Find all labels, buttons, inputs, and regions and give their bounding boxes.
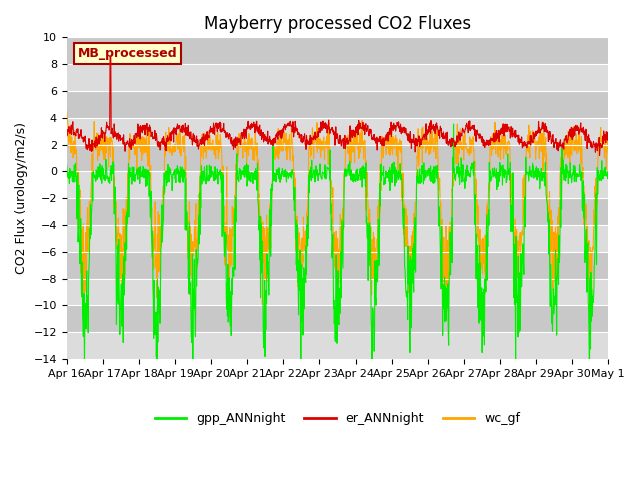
wc_gf <box>183 219 191 225</box>
er_ANNnight <box>63 133 70 139</box>
wc_gf <box>493 133 500 139</box>
Bar <box>67 198 608 225</box>
er_ANNnight <box>596 153 604 158</box>
Text: MB_processed: MB_processed <box>77 47 177 60</box>
Legend: gpp_ANNnight, er_ANNnight, wc_gf: gpp_ANNnight, er_ANNnight, wc_gf <box>150 407 525 430</box>
er_ANNnight <box>422 128 429 133</box>
Title: Mayberry processed CO2 Fluxes: Mayberry processed CO2 Fluxes <box>204 15 471 33</box>
gpp_ANNnight <box>422 175 429 180</box>
wc_gf <box>244 144 252 150</box>
Bar <box>67 37 608 64</box>
er_ANNnight <box>493 128 500 133</box>
Bar <box>67 171 608 198</box>
Y-axis label: CO2 Flux (urology/m2/s): CO2 Flux (urology/m2/s) <box>15 122 28 274</box>
wc_gf <box>604 150 612 156</box>
wc_gf <box>63 108 70 114</box>
er_ANNnight <box>604 129 612 135</box>
gpp_ANNnight <box>541 177 548 183</box>
er_ANNnight <box>184 132 191 138</box>
er_ANNnight <box>244 119 252 124</box>
er_ANNnight <box>106 55 114 60</box>
Line: wc_gf: wc_gf <box>67 111 608 315</box>
er_ANNnight <box>170 127 178 132</box>
Bar <box>67 278 608 305</box>
Bar <box>67 332 608 359</box>
gpp_ANNnight <box>170 172 178 178</box>
gpp_ANNnight <box>189 388 196 394</box>
gpp_ANNnight <box>493 187 500 192</box>
Line: gpp_ANNnight: gpp_ANNnight <box>67 124 608 391</box>
wc_gf <box>422 150 429 156</box>
Line: er_ANNnight: er_ANNnight <box>67 58 608 156</box>
er_ANNnight <box>540 129 548 134</box>
gpp_ANNnight <box>63 162 70 168</box>
Bar <box>67 118 608 144</box>
Bar <box>67 225 608 252</box>
Bar <box>67 305 608 332</box>
wc_gf <box>170 148 178 154</box>
gpp_ANNnight <box>450 121 458 127</box>
Bar <box>67 91 608 118</box>
wc_gf <box>540 154 548 160</box>
Bar <box>67 64 608 91</box>
wc_gf <box>189 312 196 318</box>
Bar <box>67 144 608 171</box>
Bar <box>67 252 608 278</box>
gpp_ANNnight <box>183 228 191 233</box>
gpp_ANNnight <box>604 170 612 176</box>
gpp_ANNnight <box>244 162 252 168</box>
